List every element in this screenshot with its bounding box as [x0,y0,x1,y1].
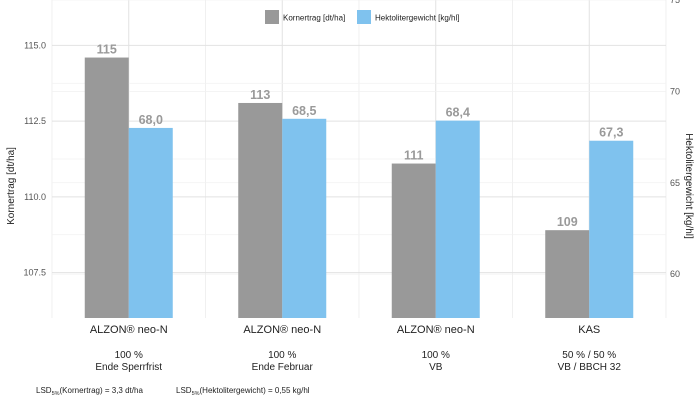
y2-tick-label: 70 [670,86,680,96]
y-axis-ticks: 107.5 110.0 112.5 115.0 [23,40,46,277]
category-label: ALZON® neo-N [397,324,475,336]
category-sublabel: Ende Sperrfrist [95,362,162,373]
legend-label-kornertrag: Kornertrag [dt/ha] [283,14,345,23]
bar-labels: 115 68,0 113 68,5 111 68,4 109 67,3 [97,43,624,230]
y-tick-label: 107.5 [23,268,46,278]
data-label-kornertrag: 109 [557,215,578,229]
category-sublabel: 50 % / 50 % [562,350,616,361]
footnote-lsd-kornertrag: LSD5%(Kornertrag) = 3,3 dt/ha [36,386,143,397]
category-label: ALZON® neo-N [243,324,321,336]
bar-kornertrag [545,230,590,318]
bar-hektolitergewicht [128,127,173,319]
y-tick-label: 115.0 [24,40,46,50]
category-sublabel: Ende Februar [252,362,314,373]
data-label-kornertrag: 111 [404,149,424,163]
y-tick-label: 110.0 [24,192,46,202]
data-label-hektolitergewicht: 67,3 [599,126,623,140]
y2-tick-label: 60 [670,269,680,279]
y2-tick-label: 65 [670,178,680,188]
data-label-kornertrag: 113 [250,88,270,102]
legend-label-hektolitergewicht: Hektolitergewicht [kg/hl] [375,14,459,23]
bar-hektolitergewicht [435,120,480,318]
data-label-hektolitergewicht: 68,5 [292,104,316,118]
bar-hektolitergewicht [282,118,327,318]
y2-axis-title: Hektolitergewicht [kg/hl] [683,133,694,239]
data-label-kornertrag: 115 [97,43,117,57]
legend-swatch-hektolitergewicht [357,10,371,24]
y-axis-title: Kornertrag [dt/ha] [6,147,17,225]
footnote-lsd-hektolitergewicht: LSD5%(Hektolitergewicht) = 0,55 kg/hl [176,386,310,397]
legend-swatch-kornertrag [265,10,279,24]
bar-kornertrag [84,57,129,319]
bar-kornertrag [238,102,283,318]
y2-axis-ticks: 60 65 70 75 [670,0,680,279]
y2-tick-label: 75 [670,0,680,5]
category-sublabel: 100 % [268,350,296,361]
category-sublabel: VB [429,362,443,373]
legend: Kornertrag [dt/ha] Hektolitergewicht [kg… [265,10,459,24]
bars [84,57,634,319]
category-sublabel: 100 % [422,350,450,361]
data-label-hektolitergewicht: 68,4 [446,106,470,120]
category-label: KAS [578,324,600,336]
bar-hektolitergewicht [589,140,634,318]
data-label-hektolitergewicht: 68,0 [139,113,163,127]
category-sublabel: 100 % [115,350,143,361]
bar-kornertrag [391,163,436,318]
y-tick-label: 112.5 [24,116,46,126]
category-label: ALZON® neo-N [90,324,168,336]
category-sublabel: VB / BBCH 32 [558,362,622,373]
